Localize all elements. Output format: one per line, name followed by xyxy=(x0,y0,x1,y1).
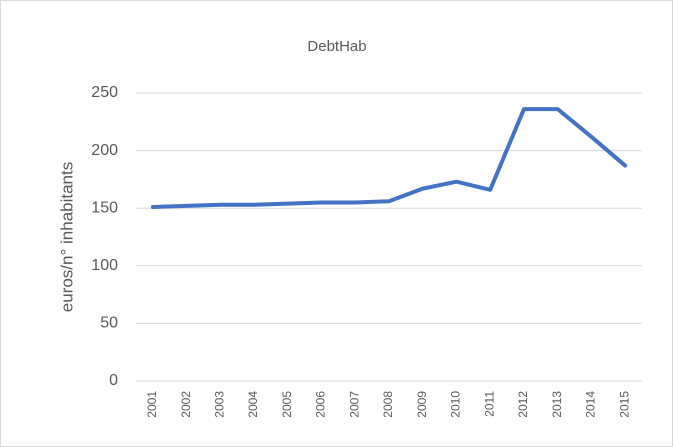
x-tick-label: 2004 xyxy=(246,391,260,418)
y-tick-label: 200 xyxy=(91,142,118,159)
x-tick-label: 2002 xyxy=(179,391,193,418)
y-axis-label: euros/n° inhabitants xyxy=(57,162,76,312)
y-tick-label: 0 xyxy=(109,372,118,389)
x-tick-label: 2012 xyxy=(516,391,530,418)
y-tick-label: 50 xyxy=(100,315,118,332)
x-tick-label: 2003 xyxy=(213,391,227,418)
x-tick-label: 2010 xyxy=(449,391,463,418)
x-tick-label: 2011 xyxy=(482,391,496,417)
line xyxy=(150,107,628,210)
x-tick-label: 2015 xyxy=(617,391,631,418)
y-tick-label: 100 xyxy=(91,257,118,274)
x-tick-label: 2006 xyxy=(314,391,328,418)
y-tick-label: 150 xyxy=(91,199,118,216)
y-tick-label: 250 xyxy=(91,84,118,101)
x-tick-label: 2014 xyxy=(584,391,598,418)
x-tick-label: 2013 xyxy=(550,391,564,418)
x-tick-label: 2001 xyxy=(145,391,159,418)
x-tick-label: 2008 xyxy=(381,391,395,418)
x-tick-label: 2009 xyxy=(415,391,429,418)
chart-title: DebtHab xyxy=(307,38,366,55)
x-tick-label: 2005 xyxy=(280,391,294,418)
x-tick-label: 2007 xyxy=(347,391,361,418)
